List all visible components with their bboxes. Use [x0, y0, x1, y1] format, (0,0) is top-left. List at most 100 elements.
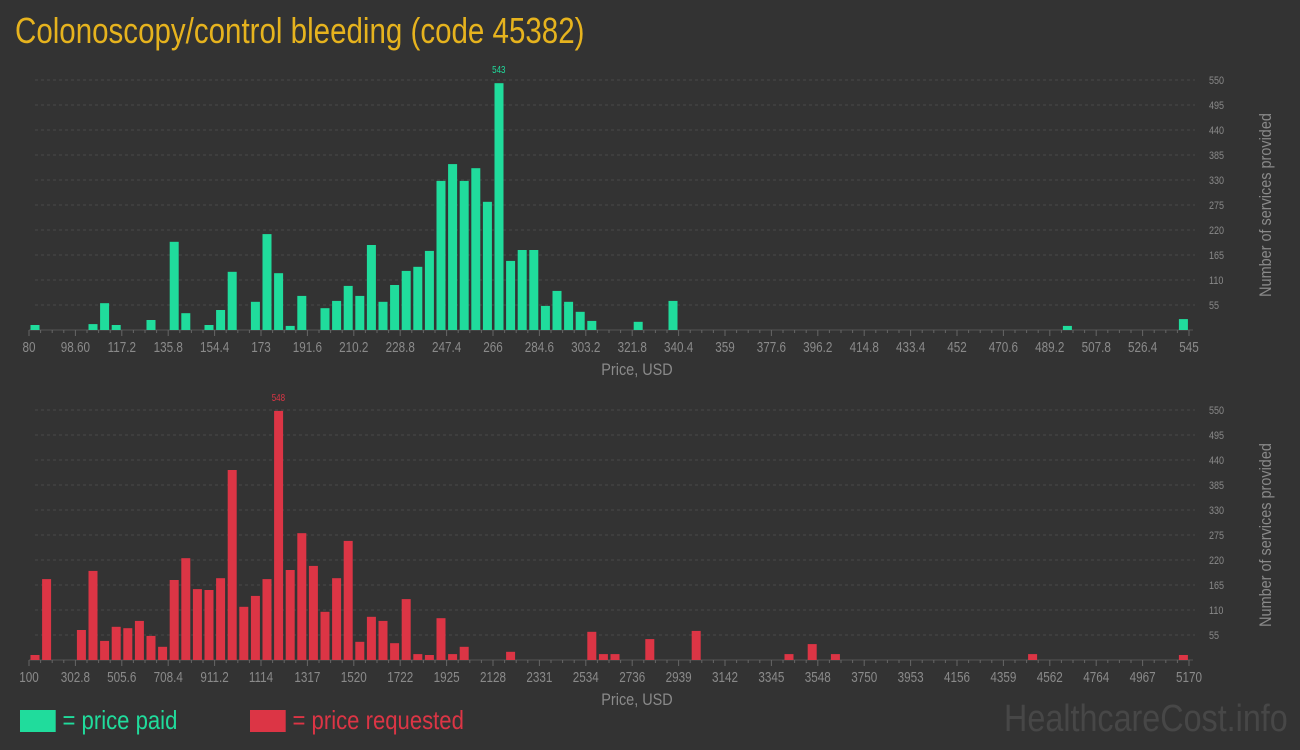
x-tick-label: 266 [483, 339, 503, 356]
bar [494, 83, 504, 330]
y-axis-title: Number of services provided [1257, 443, 1275, 627]
x-tick-label: 3142 [712, 669, 738, 686]
peak-value-label: 548 [272, 392, 285, 403]
x-tick-label: 210.2 [339, 339, 368, 356]
x-tick-label: 545 [1179, 339, 1199, 356]
x-tick-label: 452 [947, 339, 967, 356]
bar [378, 620, 388, 660]
bar [111, 626, 121, 660]
y-tick-label: 220 [1209, 555, 1224, 567]
bar [401, 599, 411, 660]
y-tick-label: 220 [1209, 225, 1224, 237]
bar [482, 201, 492, 330]
bar [459, 646, 469, 660]
bar [366, 616, 376, 660]
bar [413, 654, 423, 660]
bar [1178, 655, 1188, 660]
x-tick-label: 2939 [666, 669, 692, 686]
bar [598, 654, 608, 660]
x-tick-label: 117.2 [108, 339, 136, 356]
peak-value-label: 543 [492, 64, 505, 75]
x-tick-label: 100 [19, 669, 39, 686]
x-tick-label: 3345 [758, 669, 784, 686]
y-tick-label: 55 [1209, 300, 1219, 312]
bar [181, 558, 191, 660]
bar [250, 595, 260, 660]
y-tick-label: 55 [1209, 630, 1219, 642]
x-tick-label: 80 [22, 339, 35, 356]
y-tick-label: 385 [1209, 480, 1224, 492]
bar [297, 295, 307, 330]
y-tick-label: 165 [1209, 250, 1224, 262]
bar [320, 611, 330, 660]
bar [169, 241, 179, 330]
x-tick-label: 414.8 [850, 339, 879, 356]
x-tick-label: 247.4 [432, 339, 462, 356]
x-tick-label: 4562 [1037, 669, 1063, 686]
bar [436, 618, 446, 660]
bar [285, 325, 295, 330]
x-tick-label: 708.4 [154, 669, 184, 686]
bar [262, 234, 272, 330]
x-tick-label: 1317 [294, 669, 320, 686]
x-tick-label: 302.8 [61, 669, 90, 686]
x-tick-label: 489.2 [1035, 339, 1064, 356]
bar [169, 580, 179, 660]
y-tick-label: 110 [1209, 605, 1224, 617]
x-tick-label: 1520 [341, 669, 367, 686]
bar [158, 646, 168, 660]
bar [239, 606, 249, 660]
x-tick-label: 1722 [387, 669, 413, 686]
bar [575, 311, 585, 330]
bar [506, 651, 516, 660]
bar [1062, 325, 1072, 330]
x-tick-label: 433.4 [896, 339, 926, 356]
bar [111, 325, 121, 330]
bar [1178, 319, 1188, 330]
bar [227, 470, 237, 660]
bar [76, 630, 86, 660]
bar [355, 295, 365, 330]
x-tick-label: 2128 [480, 669, 506, 686]
legend-paid: = price paid [20, 705, 177, 736]
bar [390, 643, 400, 660]
bar [216, 310, 226, 330]
y-tick-label: 550 [1209, 75, 1224, 87]
x-tick-label: 3953 [898, 669, 924, 686]
x-tick-label: 5170 [1176, 669, 1202, 686]
legend-swatch-paid [20, 710, 56, 732]
y-axis-title: Number of services provided [1257, 113, 1275, 297]
bar [146, 635, 156, 660]
bar [424, 655, 434, 660]
y-tick-label: 330 [1209, 175, 1224, 187]
y-tick-label: 440 [1209, 125, 1224, 137]
bar [274, 273, 284, 330]
bar [830, 654, 840, 660]
bar [332, 300, 342, 330]
x-tick-label: 1925 [434, 669, 460, 686]
bar [123, 628, 133, 660]
bar [146, 320, 156, 330]
x-tick-label: 4764 [1083, 669, 1109, 686]
bar [668, 300, 678, 330]
bar [436, 180, 446, 330]
bar [413, 266, 423, 330]
bar [181, 313, 191, 330]
x-tick-label: 1114 [249, 669, 274, 686]
bar [262, 579, 272, 660]
bar [540, 305, 550, 330]
bar [610, 654, 620, 660]
x-tick-label: 3750 [851, 669, 877, 686]
bar [204, 590, 214, 660]
x-tick-label: 2736 [619, 669, 645, 686]
x-tick-label: 2534 [573, 669, 599, 686]
bar [355, 641, 365, 660]
y-tick-label: 550 [1209, 405, 1224, 417]
bar [250, 301, 260, 330]
bar [343, 540, 353, 660]
x-tick-label: 284.6 [525, 339, 554, 356]
bar [459, 180, 469, 330]
bar [691, 630, 701, 660]
bar [134, 620, 144, 660]
bar [88, 570, 98, 660]
